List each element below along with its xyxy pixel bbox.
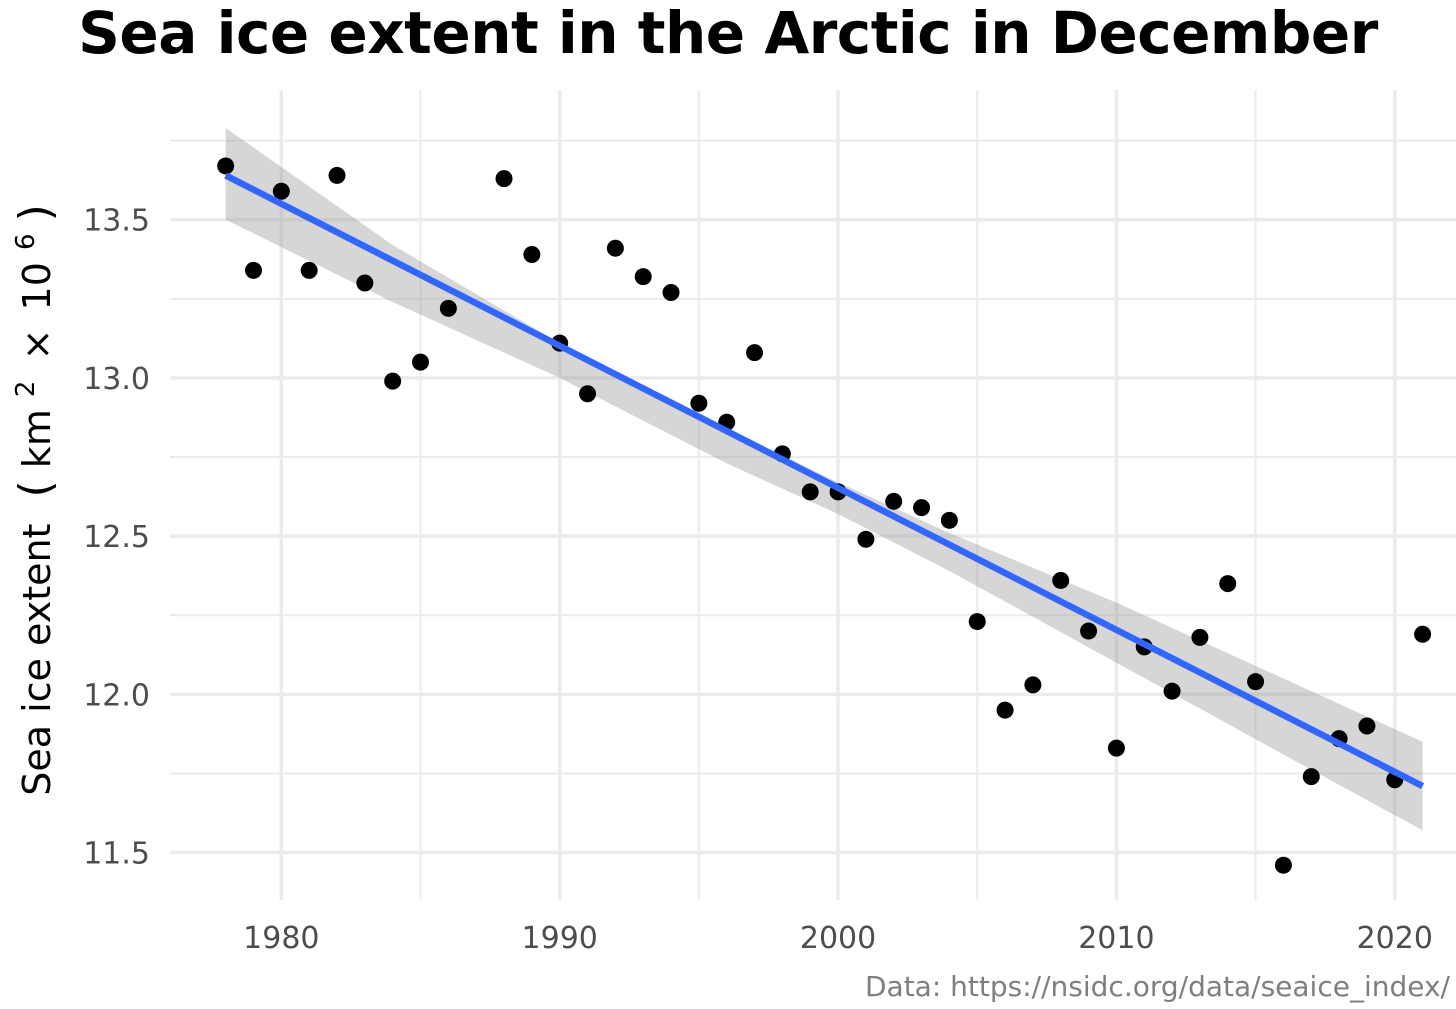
data-point <box>1024 676 1042 694</box>
data-point <box>885 492 903 510</box>
data-point <box>579 385 597 403</box>
y-axis-label-exp6: 6 <box>11 233 41 250</box>
data-point <box>1247 673 1265 691</box>
data-points <box>217 157 1432 874</box>
data-point <box>1302 768 1320 786</box>
data-point <box>384 372 402 390</box>
data-point <box>606 239 624 257</box>
data-point <box>1107 739 1125 757</box>
trend-line-layer <box>224 172 1425 789</box>
data-point <box>968 613 986 631</box>
data-point <box>439 299 457 317</box>
trend-line <box>224 172 1425 789</box>
data-point <box>662 284 680 301</box>
data-point <box>272 182 290 200</box>
x-tick-label: 1980 <box>243 921 319 956</box>
y-axis-label-open-paren: ( <box>10 480 61 497</box>
y-axis: 11.5 12.0 12.5 13.0 13.5 <box>83 204 150 872</box>
y-tick-label: 12.5 <box>83 520 150 555</box>
data-point <box>996 701 1014 719</box>
data-point <box>857 530 875 548</box>
y-axis-label-unit-km: km <box>15 409 59 468</box>
data-point <box>217 157 235 175</box>
data-point <box>634 268 652 286</box>
chart-title: Sea ice extent in the Arctic in December <box>78 0 1378 67</box>
data-point <box>1163 682 1181 700</box>
y-axis-label-text: Sea ice extent <box>15 524 59 796</box>
data-point <box>495 170 513 188</box>
data-point <box>690 394 708 412</box>
data-point <box>412 353 430 371</box>
data-point <box>940 511 958 529</box>
y-axis-label-exp2: 2 <box>11 381 41 398</box>
data-point <box>1358 717 1376 735</box>
data-point <box>245 261 263 279</box>
data-point <box>1219 575 1237 593</box>
data-point <box>356 274 374 292</box>
x-axis: 1980 1990 2000 2010 2020 <box>243 921 1433 956</box>
y-axis-label-times: × <box>15 329 59 361</box>
data-point <box>1191 628 1209 646</box>
x-tick-label: 2000 <box>800 921 876 956</box>
data-point <box>300 261 318 279</box>
y-tick-label: 11.5 <box>83 837 150 872</box>
y-tick-label: 12.0 <box>83 678 150 713</box>
data-point <box>913 499 931 517</box>
data-point <box>328 166 346 184</box>
data-point <box>801 483 819 501</box>
y-tick-label: 13.5 <box>83 204 150 239</box>
data-source-caption: Data: https://nsidc.org/data/seaice_inde… <box>864 970 1450 1003</box>
data-point <box>1080 622 1098 640</box>
data-point <box>1414 625 1432 643</box>
x-tick-label: 1990 <box>522 921 598 956</box>
y-axis-label-close-paren: ) <box>10 204 61 221</box>
data-point <box>746 344 764 362</box>
data-point <box>1052 571 1070 589</box>
y-axis-label: Sea ice extent ( km 2 × 10 6 ) <box>0 204 61 796</box>
y-tick-label: 13.0 <box>83 362 150 397</box>
x-tick-label: 2010 <box>1078 921 1154 956</box>
data-point <box>523 246 541 264</box>
y-axis-label-ten: 10 <box>15 262 59 310</box>
data-point <box>1274 856 1292 874</box>
x-tick-label: 2020 <box>1357 921 1433 956</box>
